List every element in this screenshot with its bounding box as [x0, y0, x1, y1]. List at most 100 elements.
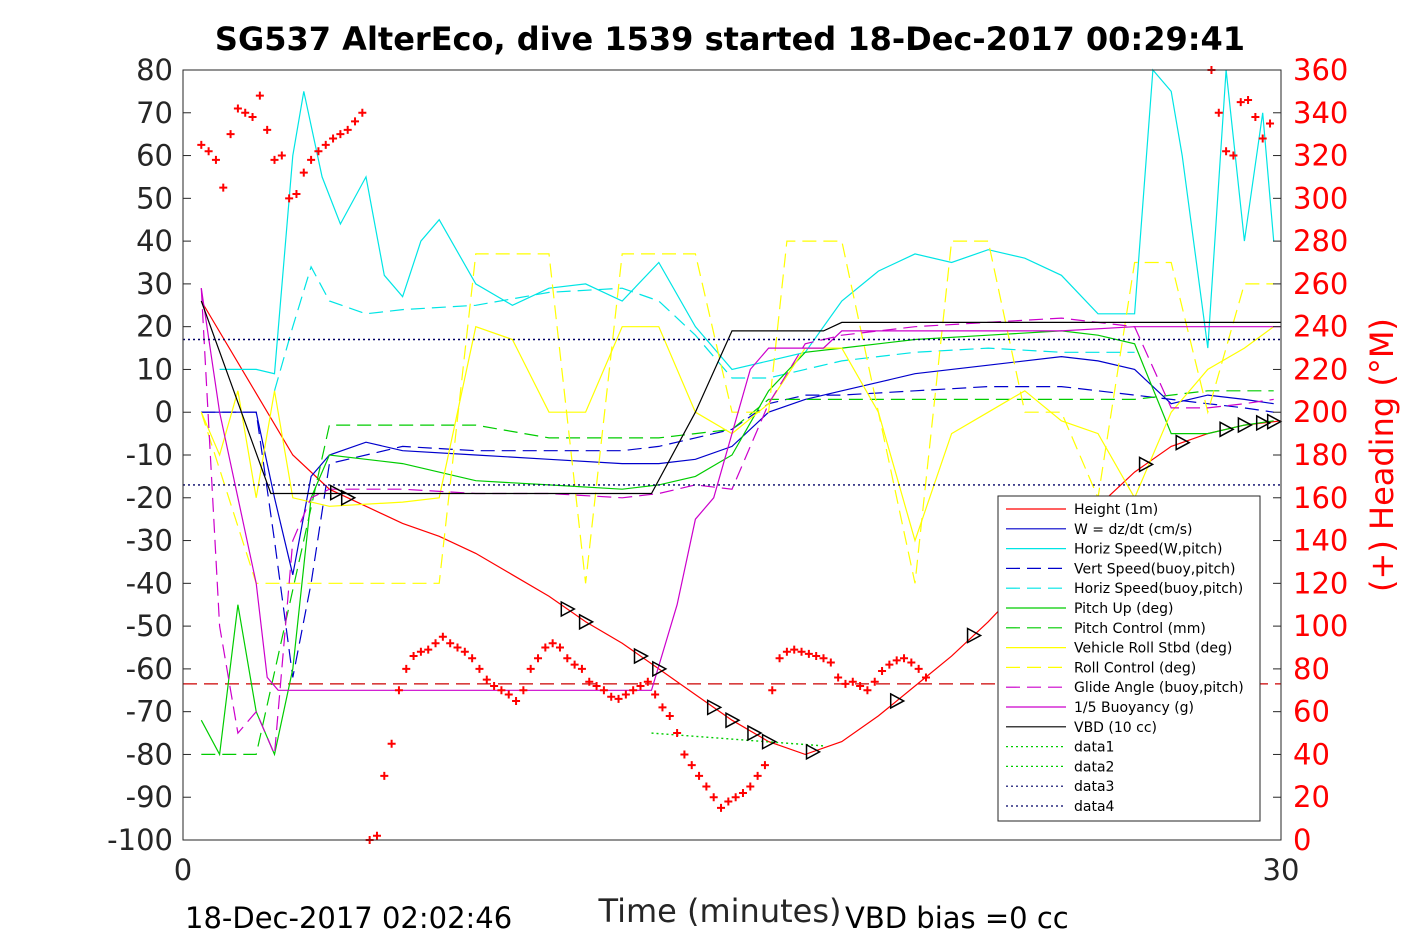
y2-tick-label: 240	[1293, 310, 1348, 344]
heading-marker	[592, 682, 601, 690]
height-marker	[329, 484, 346, 501]
y2-tick-label: 360	[1293, 53, 1348, 87]
heading-marker	[387, 739, 396, 748]
y-tick-label: 30	[136, 267, 173, 301]
x-axis-label: Time (minutes)	[598, 892, 842, 930]
legend-entry: VBD (10 cc)	[1074, 720, 1157, 736]
heading-marker	[848, 677, 857, 686]
heading-marker	[841, 679, 850, 688]
y-tick-label: 20	[136, 310, 173, 344]
y2-tick-label: 140	[1293, 524, 1348, 558]
footer-vbd-bias: VBD bias =0 cc	[845, 901, 1069, 935]
heading-marker	[746, 782, 755, 791]
heading-marker	[695, 771, 704, 780]
heading-marker	[585, 677, 594, 686]
heading-marker	[1244, 95, 1253, 104]
heading-marker	[702, 782, 711, 791]
heading-marker	[519, 686, 528, 695]
y2-tick-label: 60	[1293, 695, 1330, 729]
heading-marker	[277, 151, 286, 160]
heading-marker	[460, 647, 469, 656]
y2-axis-label: (+) Heading (°M)	[1363, 318, 1401, 592]
heading-marker	[431, 639, 440, 648]
heading-marker	[665, 711, 674, 720]
heading-marker	[724, 797, 733, 806]
series-line-9	[200, 240, 1274, 584]
heading-marker	[292, 190, 301, 199]
heading-marker	[490, 682, 499, 690]
series-line-4	[201, 386, 1274, 678]
y-tick-label: -90	[126, 780, 173, 814]
height-marker	[578, 613, 595, 631]
heading-marker	[475, 664, 484, 673]
heading-marker	[402, 664, 411, 673]
height-marker	[340, 489, 357, 507]
y-tick-label: 50	[136, 181, 173, 215]
y2-tick-label: 340	[1293, 96, 1348, 130]
heading-marker	[607, 692, 616, 701]
heading-marker	[219, 183, 228, 192]
heading-marker	[1258, 134, 1267, 143]
y2-tick-label: 40	[1293, 737, 1330, 771]
heading-marker	[570, 660, 579, 669]
axes: 80706050403020100-10-20-30-40-50-60-70-8…	[107, 53, 1348, 857]
heading-marker	[468, 654, 477, 663]
heading-marker	[907, 658, 916, 667]
legend-entry: Horiz Speed(W,pitch)	[1074, 542, 1222, 558]
heading-marker	[307, 155, 316, 164]
height-marker	[805, 743, 822, 761]
heading-marker	[863, 686, 872, 695]
heading-marker	[651, 690, 660, 699]
heading-marker	[555, 643, 564, 652]
heading-marker	[680, 750, 689, 759]
y2-tick-label: 0	[1293, 823, 1311, 857]
heading-marker	[892, 656, 901, 665]
height-marker	[706, 699, 723, 716]
heading-marker	[577, 664, 586, 673]
heading-marker	[358, 108, 367, 117]
heading-marker	[255, 91, 264, 100]
legend-entry: Pitch Up (deg)	[1074, 601, 1173, 617]
heading-marker	[760, 761, 769, 770]
legend-entry: data1	[1074, 740, 1114, 756]
heading-marker	[263, 125, 272, 134]
heading-marker	[372, 831, 381, 840]
heading-marker	[870, 677, 879, 686]
heading-marker	[856, 682, 865, 690]
heading-marker	[914, 664, 923, 673]
heading-marker	[482, 675, 491, 684]
y-tick-label: -70	[126, 695, 173, 729]
y-tick-label: -60	[126, 652, 173, 686]
height-marker	[747, 724, 763, 742]
heading-marker	[1214, 108, 1223, 117]
heading-marker	[658, 703, 667, 712]
y2-tick-label: 200	[1293, 395, 1348, 429]
y-tick-label: 10	[136, 352, 173, 386]
heading-marker	[834, 673, 843, 682]
legend-entry: Vert Speed(buoy,pitch)	[1074, 561, 1236, 577]
heading-marker	[314, 147, 323, 156]
heading-marker	[885, 660, 894, 669]
y2-tick-label: 120	[1293, 566, 1348, 600]
heading-marker	[204, 147, 213, 156]
heading-marker	[343, 125, 352, 134]
height-marker	[652, 660, 668, 678]
heading-marker	[878, 667, 887, 676]
heading-marker	[782, 647, 791, 656]
series-line-12	[200, 300, 1281, 495]
heading-marker	[673, 729, 682, 738]
height-marker	[1175, 434, 1191, 451]
heading-marker	[329, 134, 338, 143]
y2-tick-label: 260	[1293, 267, 1348, 301]
y-tick-label: -20	[126, 481, 173, 515]
y-tick-label: -40	[126, 566, 173, 600]
y-tick-label: 70	[136, 96, 173, 130]
series-line-3	[219, 68, 1275, 375]
heading-marker	[790, 645, 799, 654]
heading-marker	[380, 771, 389, 780]
height-marker	[560, 600, 576, 618]
y2-tick-label: 20	[1293, 780, 1330, 814]
heading-marker	[1229, 151, 1238, 160]
series-line-7	[201, 390, 1274, 756]
y-tick-label: -30	[126, 524, 173, 558]
